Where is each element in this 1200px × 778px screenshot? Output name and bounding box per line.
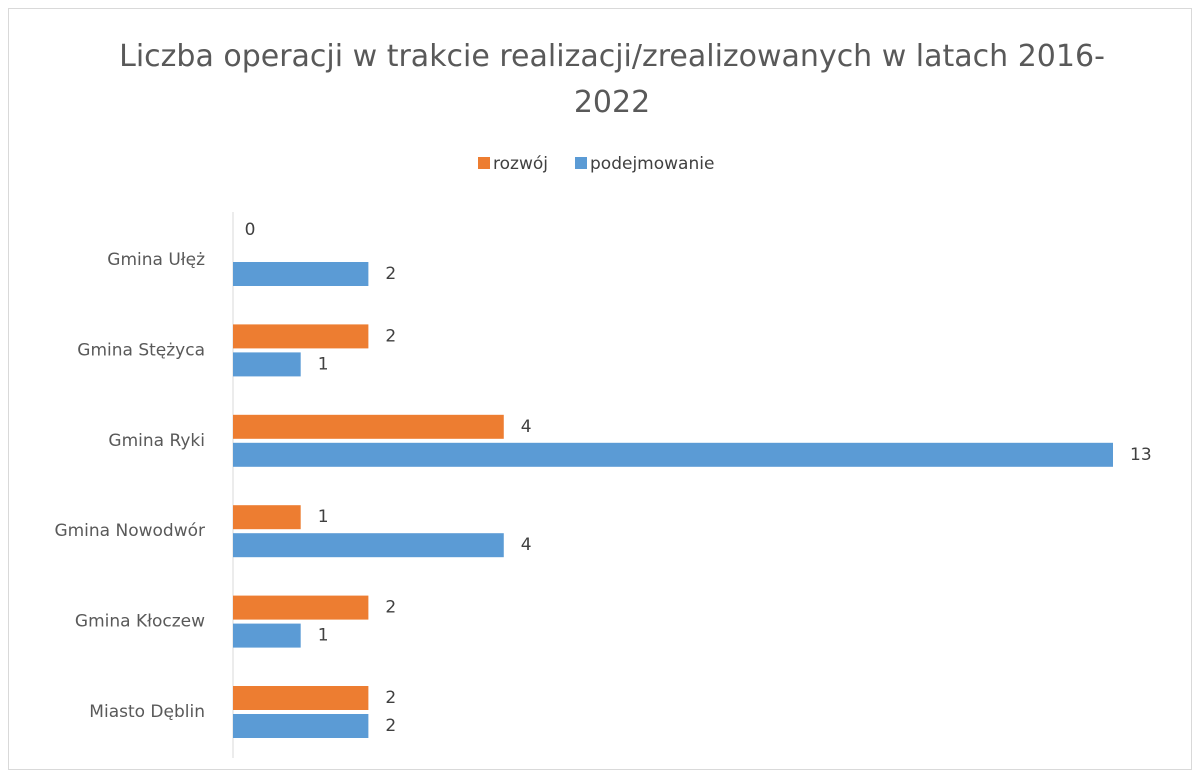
legend-swatch [478,157,490,169]
bar [233,505,301,530]
chart-border [8,8,1192,770]
bar [233,595,369,620]
data-label: 1 [318,507,329,527]
category-label: Gmina Nowodwór [54,521,205,541]
bar [233,686,369,710]
bar [233,533,504,558]
legend-swatch [575,157,587,169]
category-label: Miasto Dęblin [89,702,205,722]
data-label: 2 [385,598,396,618]
bar [233,714,369,738]
data-label: 13 [1130,445,1152,465]
bar [233,442,1113,467]
data-label: 4 [521,535,532,555]
bar [233,262,369,286]
category-label: Gmina Ułęż [107,250,205,270]
category-label: Gmina Ryki [108,431,205,451]
data-label: 0 [245,220,256,240]
category-label: Gmina Stężyca [77,340,205,360]
data-label: 2 [385,688,396,708]
category-label: Gmina Kłoczew [75,612,205,632]
data-label: 2 [385,264,396,284]
bar [233,352,301,377]
data-label: 2 [385,716,396,736]
data-label: 4 [521,417,532,437]
legend-label: rozwój [493,154,548,174]
data-label: 1 [318,626,329,646]
bar [233,324,369,349]
bar [233,414,504,439]
legend-label: podejmowanie [590,154,714,174]
bar [233,623,301,648]
data-label: 1 [318,354,329,374]
data-label: 2 [385,326,396,346]
chart-title: Liczba operacji w trakcie realizacji/zre… [119,39,1105,120]
